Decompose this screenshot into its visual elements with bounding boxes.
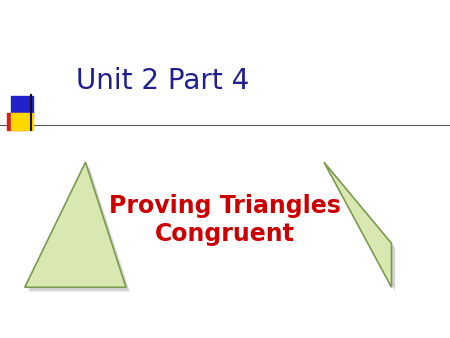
Polygon shape <box>324 162 392 287</box>
Bar <box>11 96 33 118</box>
Bar <box>11 113 33 130</box>
Text: Proving Triangles
Congruent: Proving Triangles Congruent <box>109 194 341 246</box>
Text: Unit 2 Part 4: Unit 2 Part 4 <box>76 67 250 95</box>
Bar <box>7 113 25 130</box>
Polygon shape <box>328 166 395 291</box>
Polygon shape <box>25 162 126 287</box>
Polygon shape <box>28 166 130 291</box>
